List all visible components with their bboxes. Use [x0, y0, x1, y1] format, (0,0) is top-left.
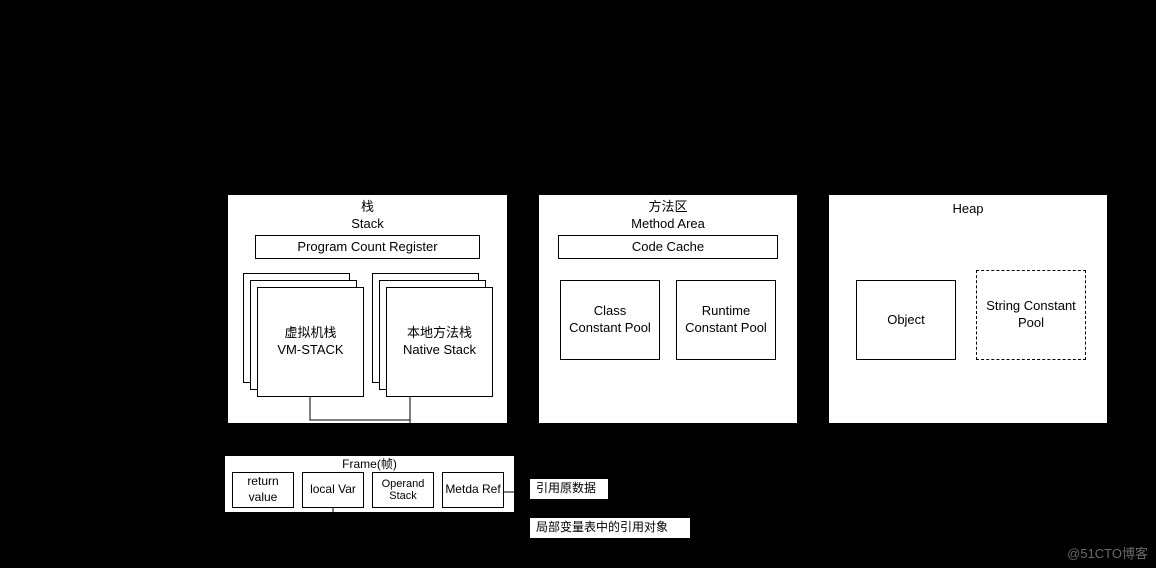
local-var-label: local Var [310, 482, 356, 498]
frame-title: Frame(帧) [342, 457, 397, 473]
edge-label-ref-raw-data: 引用原数据 [534, 481, 598, 497]
watermark: @51CTO博客 [1067, 543, 1148, 562]
class-pool-label: Class Constant Pool [561, 303, 659, 337]
return-value-box: return value [232, 472, 294, 508]
local-var-box: local Var [302, 472, 364, 508]
vm-stack-box: 虚拟机栈 VM-STACK [257, 287, 364, 397]
native-stack-box: 本地方法栈 Native Stack [386, 287, 493, 397]
native-stack-cn: 本地方法栈 [407, 325, 472, 342]
runtime-pool-label: Runtime Constant Pool [677, 303, 775, 337]
edge-label-ref-object: 局部变量表中的引用对象 [534, 520, 670, 536]
stack-title-cn: 栈 [361, 199, 374, 216]
runtime-constant-pool-box: Runtime Constant Pool [676, 280, 776, 360]
native-stack-en: Native Stack [403, 342, 476, 359]
pc-register-box: Program Count Register [255, 235, 480, 259]
code-cache-label: Code Cache [632, 239, 704, 256]
class-constant-pool-box: Class Constant Pool [560, 280, 660, 360]
operand-stack-box: Operand Stack [372, 472, 434, 508]
metda-ref-label: Metda Ref [445, 482, 500, 498]
method-title-cn: 方法区 [648, 199, 687, 216]
string-constant-pool-box: String Constant Pool [976, 270, 1086, 360]
object-label: Object [887, 312, 925, 329]
return-value-label: return value [233, 474, 293, 505]
vm-stack-cn: 虚拟机栈 [284, 325, 336, 342]
code-cache-box: Code Cache [558, 235, 778, 259]
operand-stack-label: Operand Stack [373, 478, 433, 502]
pc-register-label: Program Count Register [297, 239, 437, 256]
method-title-en: Method Area [631, 216, 705, 233]
object-box: Object [856, 280, 956, 360]
stack-title-en: Stack [351, 216, 384, 233]
string-pool-label: String Constant Pool [977, 298, 1085, 332]
vm-stack-en: VM-STACK [277, 342, 343, 359]
heap-title: Heap [952, 201, 983, 218]
metda-ref-box: Metda Ref [442, 472, 504, 508]
